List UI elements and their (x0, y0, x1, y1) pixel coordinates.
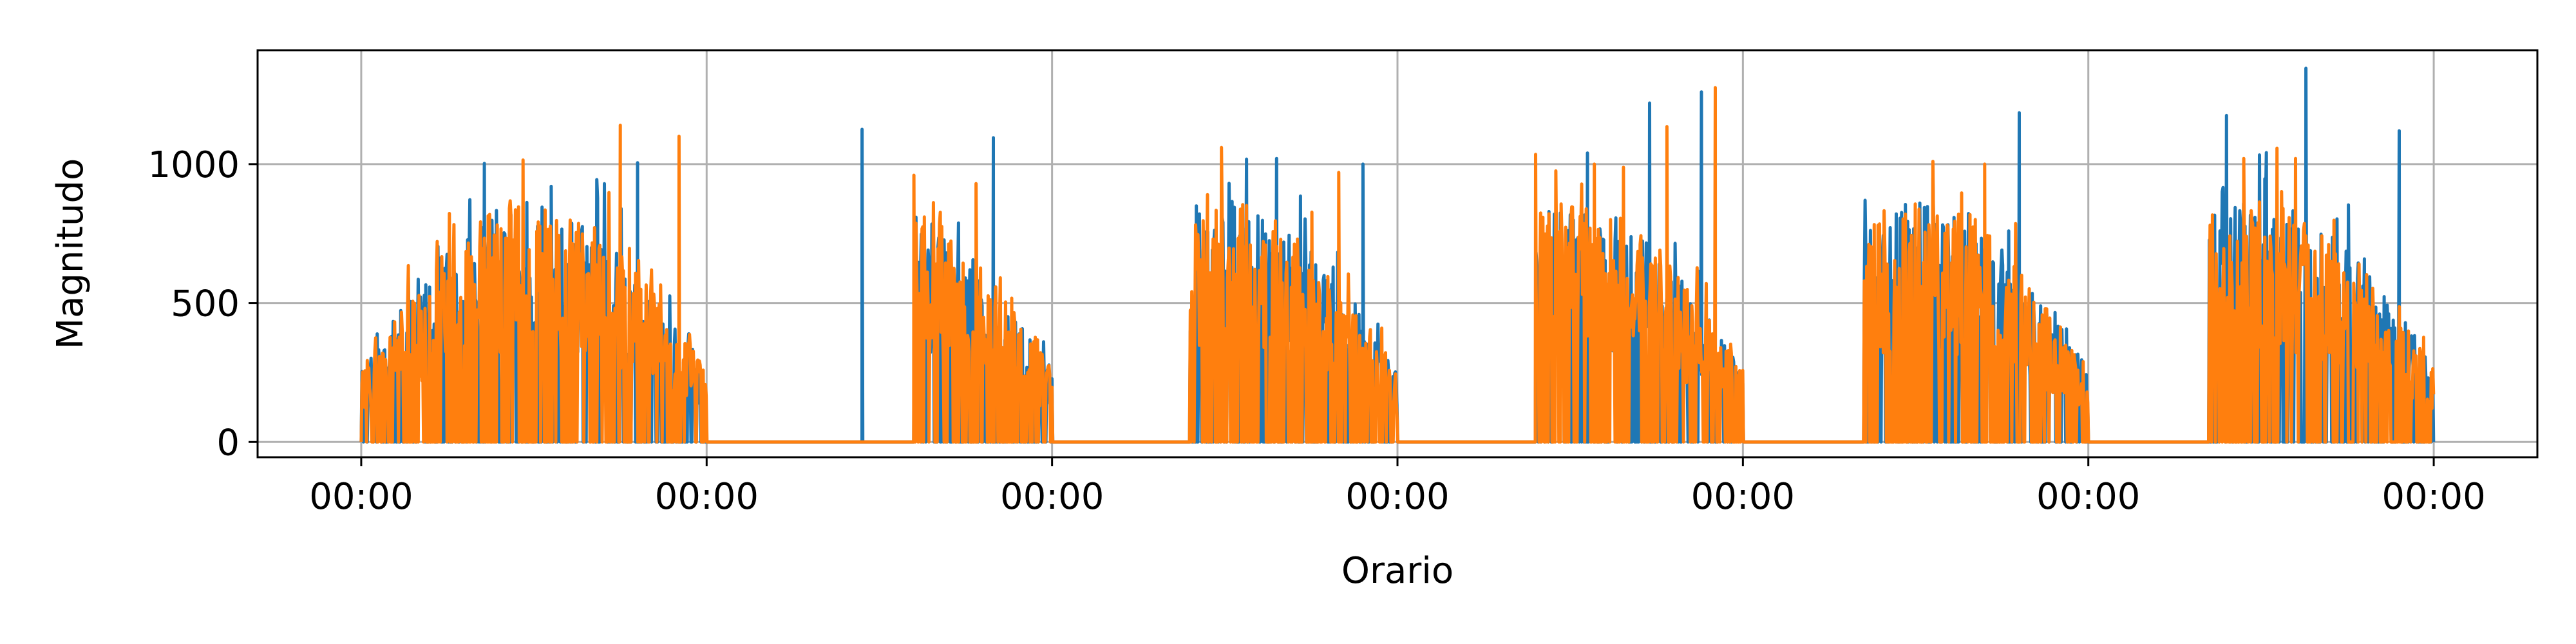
x-tick-label: 00:00 (309, 476, 413, 518)
axes: 00:00 00:00 00:00 00:00 00:00 00:00 00:00 0 500 1… (147, 144, 2485, 518)
x-axis-label: Orario (1341, 550, 1454, 592)
x-tick-label: 00:00 (2036, 476, 2140, 518)
series-layer (359, 66, 2436, 444)
x-tick-label: 00:00 (1000, 476, 1104, 518)
series-line-2 (359, 86, 2436, 444)
y-tick-label: 1000 (147, 144, 240, 186)
x-tick-label: 00:00 (2382, 476, 2485, 518)
y-axis-label: Magnitudo (50, 158, 91, 350)
y-tick-label: 500 (171, 283, 240, 325)
x-tick-label: 00:00 (1691, 476, 1795, 518)
x-tick-label: 00:00 (1345, 476, 1449, 518)
x-tick-label: 00:00 (655, 476, 759, 518)
y-tick-label: 0 (216, 422, 240, 464)
